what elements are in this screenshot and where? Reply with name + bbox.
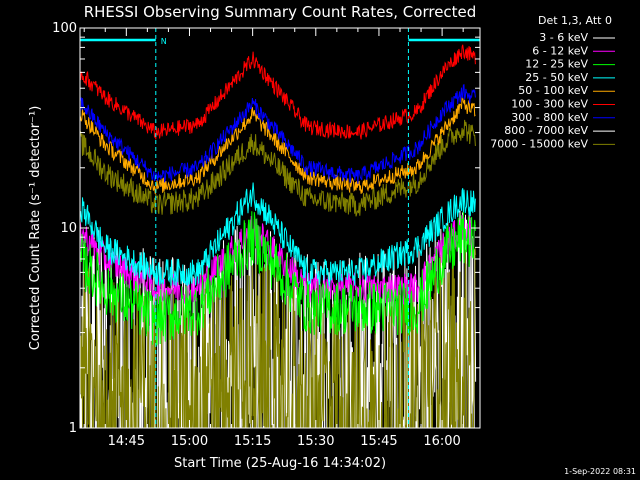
x-tick-label: 15:30 xyxy=(297,434,334,449)
series-lines xyxy=(80,44,477,428)
legend-entry-label: 7000 - 15000 keV xyxy=(490,137,588,150)
legend-entry-label: 50 - 100 keV xyxy=(518,84,588,97)
y-axis-label: Corrected Count Rate (s⁻¹ detector⁻¹) xyxy=(28,106,43,351)
series-line-5 xyxy=(80,44,476,140)
flag-label-0: N xyxy=(161,37,167,46)
x-axis-ticks: 14:45 15:00 15:15 15:30 15:45 16:00 xyxy=(83,28,464,449)
x-tick-label: 16:00 xyxy=(423,434,460,449)
x-tick-label: 15:15 xyxy=(234,434,271,449)
series-line-4 xyxy=(80,95,476,195)
footer-timestamp: 1-Sep-2022 08:31 xyxy=(564,467,636,476)
legend-entry-label: 12 - 25 keV xyxy=(525,58,588,71)
y-tick-label: 1 xyxy=(69,421,77,436)
series-line-6 xyxy=(80,84,476,185)
legend-entry-label: 3 - 6 keV xyxy=(539,31,588,44)
series-line-8 xyxy=(80,119,476,217)
legend-entry-label: 6 - 12 keV xyxy=(532,44,588,57)
x-tick-label: 15:45 xyxy=(360,434,397,449)
legend-entry-label: 800 - 7000 keV xyxy=(504,124,588,137)
series-line-noisy-2 xyxy=(80,247,477,428)
series-line-3 xyxy=(80,182,476,287)
legend-entry-label: 25 - 50 keV xyxy=(525,71,588,84)
x-axis-label: Start Time (25-Aug-16 14:34:02) xyxy=(174,456,386,471)
legend-entry-label: 100 - 300 keV xyxy=(511,98,588,111)
x-tick-label: 14:45 xyxy=(108,434,145,449)
x-tick-label: 15:00 xyxy=(171,434,208,449)
legend-entry-label: 300 - 800 keV xyxy=(511,111,588,124)
y-axis-ticks: 1 10 100 xyxy=(52,21,480,436)
y-tick-label: 10 xyxy=(60,221,77,236)
series-line-2 xyxy=(80,209,476,346)
y-tick-label: 100 xyxy=(52,21,77,36)
legend-title: Det 1,3, Att 0 xyxy=(538,14,612,27)
chart-title: RHESSI Observing Summary Count Rates, Co… xyxy=(84,3,477,21)
